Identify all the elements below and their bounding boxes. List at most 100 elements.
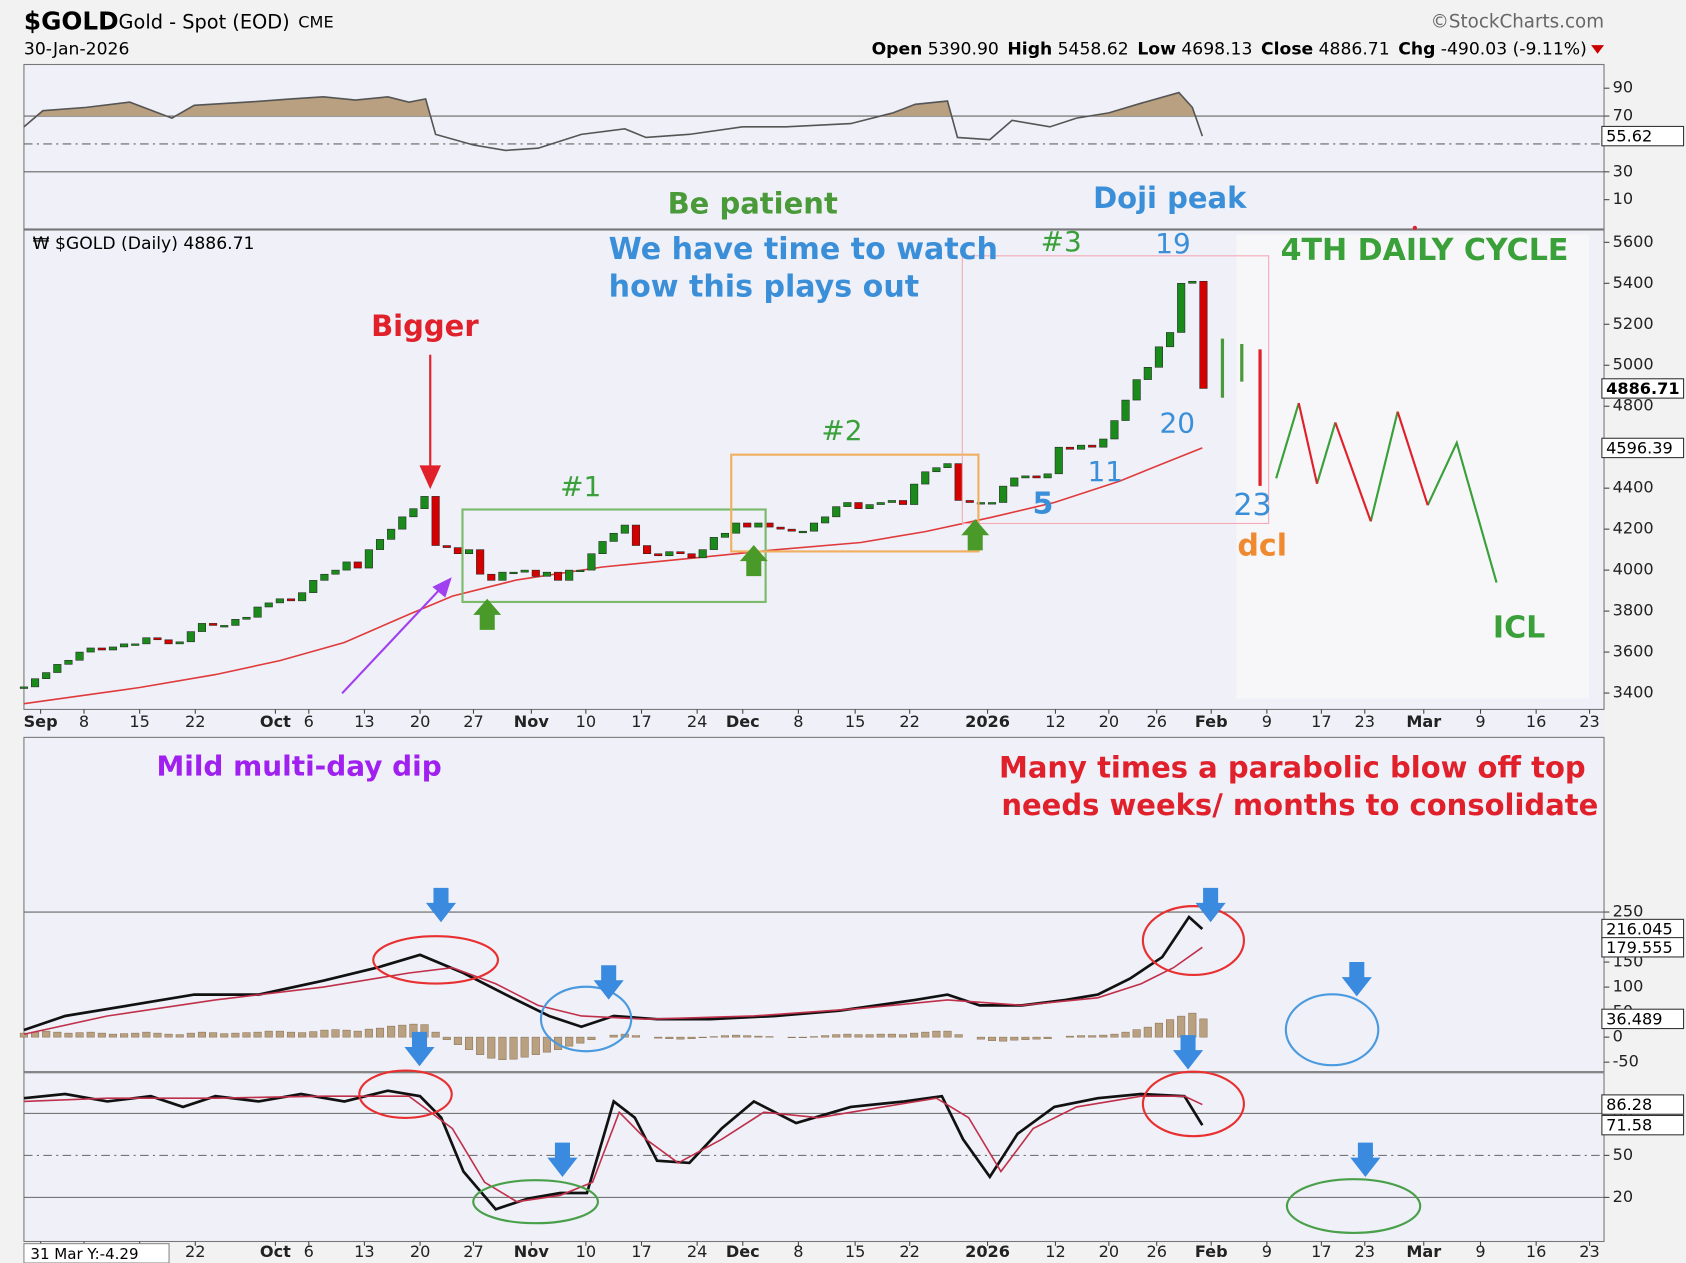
candle (509, 571, 518, 575)
y-tick-label: 3800 (1613, 601, 1654, 620)
panel-frame (23, 229, 1605, 710)
ellipse (1141, 905, 1246, 977)
histogram-bar (509, 1036, 518, 1060)
histogram-bar (565, 1036, 574, 1047)
x-tick-label: 22 (899, 1242, 920, 1261)
candle (153, 637, 162, 641)
histogram-bar (209, 1032, 218, 1038)
candle (709, 537, 718, 550)
candle (976, 502, 985, 505)
candle (1010, 477, 1019, 487)
histogram-bar (1143, 1026, 1152, 1038)
x-tick-label: Feb (1195, 1242, 1228, 1261)
histogram-bar (1166, 1019, 1175, 1038)
ellipse (372, 935, 500, 985)
annotation: 20 (1160, 407, 1196, 440)
candle (275, 598, 284, 604)
x-tick-label: Mar (1406, 712, 1441, 731)
annotation: Bigger (371, 309, 479, 343)
histogram-bar (887, 1033, 896, 1038)
x-tick-label: 8 (79, 712, 89, 731)
value-tag-box (1601, 937, 1685, 958)
up-arrows (473, 519, 990, 630)
histogram-bar (464, 1036, 474, 1050)
panel-frame (23, 1072, 1605, 1243)
date: 30-Jan-2026 (24, 39, 129, 59)
value: 5390.90 (928, 39, 999, 59)
histogram-bar (821, 1035, 830, 1038)
arrowhead (419, 465, 441, 490)
histogram-bar (242, 1032, 251, 1038)
candle (1132, 379, 1141, 401)
annotation: 5 (1032, 487, 1053, 522)
x-tick-label: 22 (185, 712, 206, 731)
down-arrow (593, 965, 624, 1000)
value-tag: 179.555 (1606, 938, 1673, 957)
x-tick-label: 20 (410, 1242, 431, 1261)
value-tag-box (1601, 437, 1685, 459)
projection (1275, 402, 1498, 583)
candle (832, 506, 841, 518)
ellipse (1284, 993, 1380, 1067)
candle (576, 569, 585, 572)
label: Open (872, 39, 923, 59)
line (23, 1095, 1203, 1203)
candle (654, 553, 663, 557)
y-tick-label: 50 (1613, 1145, 1634, 1164)
histogram-bar (353, 1030, 362, 1038)
x-tick-label: Oct (260, 1242, 291, 1261)
histogram-bar (108, 1033, 117, 1038)
candle (1099, 438, 1108, 448)
value-tag-box (1601, 125, 1685, 147)
down-arrow (425, 887, 457, 923)
ellipse (1285, 1178, 1422, 1234)
y-tick-label: 5000 (1613, 355, 1654, 374)
candle (1121, 399, 1130, 421)
x-tick-label: 12 (1045, 1242, 1066, 1261)
value: 5458.62 (1058, 39, 1129, 59)
x-tick-label: 10 (576, 1242, 597, 1261)
histogram-bar (787, 1036, 796, 1038)
candle (498, 571, 507, 581)
up-arrow (473, 598, 502, 630)
candle (887, 500, 896, 503)
x-tick-label: 17 (631, 712, 652, 731)
candle (687, 553, 696, 559)
candle (142, 637, 151, 645)
histogram-bar (231, 1032, 240, 1038)
histogram-bar (453, 1036, 462, 1045)
y-tick-label: 100 (1613, 977, 1644, 996)
x-tick-label: 6 (304, 712, 314, 731)
histogram-bar (665, 1036, 674, 1039)
x-tick-label: 27 (463, 712, 484, 731)
histogram-bar (987, 1036, 997, 1041)
x-tick-label: 10 (576, 712, 597, 731)
symbol: $GOLD (24, 7, 119, 36)
panel-frame (23, 63, 1605, 230)
candle (631, 524, 640, 546)
y-tick-label: 20 (1613, 1187, 1634, 1206)
down-arrow (1341, 962, 1372, 997)
histogram-bar (765, 1036, 774, 1038)
candle (1043, 473, 1052, 479)
arrow (341, 585, 444, 695)
annotation: Doji peak (1093, 181, 1247, 215)
histogram-bar (976, 1036, 985, 1040)
y-tick-label: 4000 (1613, 560, 1654, 579)
candle (565, 569, 574, 581)
box-2 (730, 453, 980, 553)
histogram-bar (320, 1029, 329, 1038)
histogram-bar (631, 1035, 640, 1038)
candle (42, 672, 51, 679)
x-tick-label: 16 (1526, 712, 1547, 731)
candle (1065, 446, 1074, 450)
down-arrow (1195, 887, 1226, 923)
forecast-area (1236, 234, 1589, 699)
candle (19, 686, 28, 689)
histogram-bar (42, 1030, 51, 1038)
candle (865, 504, 874, 509)
histogram-bar (1077, 1035, 1086, 1038)
x-tick-label: Nov (514, 712, 550, 731)
histogram-bar (487, 1036, 496, 1059)
